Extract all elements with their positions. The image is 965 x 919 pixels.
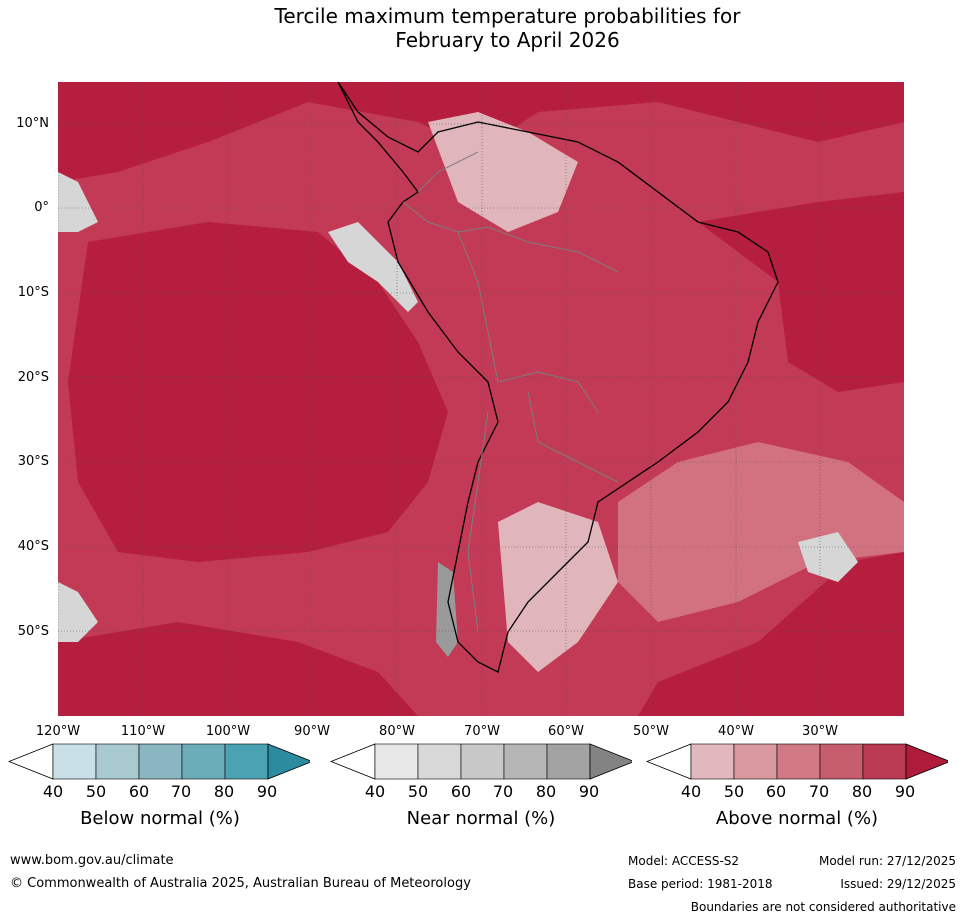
above-normal-tick: 60 <box>765 782 787 801</box>
lat-label-20s: 20°S <box>17 370 49 385</box>
lon-label-30w: 30°W <box>802 724 838 739</box>
below-normal-tick: 90 <box>256 782 278 801</box>
colorbar-segment <box>374 743 419 780</box>
issued-text: Issued: 29/12/2025 <box>840 877 956 891</box>
near-normal-tick: 80 <box>535 782 557 801</box>
near-normal-tierra <box>436 562 458 657</box>
colorbar-segment <box>690 743 735 780</box>
dark-zone-south <box>58 622 418 716</box>
below-normal-tick: 40 <box>42 782 64 801</box>
probability-map <box>58 82 904 716</box>
mid-zone-atlantic <box>618 442 904 622</box>
colorbar-segment <box>503 743 548 780</box>
above-normal-tick: 90 <box>894 782 916 801</box>
near-normal-west <box>58 172 98 232</box>
lat-label-40s: 40°S <box>17 539 49 554</box>
lon-label-60w: 60°W <box>548 724 584 739</box>
colorbar-segment <box>52 743 97 780</box>
disclaimer-text: Boundaries are not considered authoritat… <box>690 900 956 914</box>
below-normal-tick: 60 <box>128 782 150 801</box>
copyright-text: © Commonwealth of Australia 2025, Austra… <box>10 876 471 891</box>
above-normal-tick: 40 <box>680 782 702 801</box>
near-normal-tick: 50 <box>407 782 429 801</box>
title-line-2: February to April 2026 <box>395 28 620 52</box>
colorbar-extend-high <box>905 743 948 780</box>
light-zone-patagonia <box>498 502 618 672</box>
near-normal-tick: 60 <box>450 782 472 801</box>
colorbar-segment <box>546 743 591 780</box>
colorbar-below-normal <box>8 743 310 780</box>
dark-zone-atlantic <box>698 192 904 392</box>
colorbar-extend-high <box>267 743 310 780</box>
gridlines <box>58 82 904 716</box>
lat-label-10s: 10°S <box>17 285 49 300</box>
colorbar-segment <box>460 743 505 780</box>
near-normal-andes <box>328 222 418 312</box>
colorbar-segment <box>819 743 864 780</box>
colorbar-segment <box>95 743 140 780</box>
near-normal-tick: 70 <box>492 782 514 801</box>
below-normal-tick: 50 <box>85 782 107 801</box>
below-normal-tick: 70 <box>170 782 192 801</box>
light-zone-north <box>428 112 578 232</box>
model-run-text: Model run: 27/12/2025 <box>818 854 956 868</box>
colorbar-segment <box>733 743 778 780</box>
above-normal-tick: 50 <box>723 782 745 801</box>
colorbar-segment <box>138 743 183 780</box>
colorbar-near-normal-segments <box>330 743 632 780</box>
near-normal-southeast <box>798 532 858 582</box>
lon-label-120w: 120°W <box>35 724 81 739</box>
colorbar-above-normal <box>646 743 948 780</box>
below-normal-title: Below normal (%) <box>80 808 240 829</box>
colorbar-segment <box>862 743 907 780</box>
above-normal-title: Above normal (%) <box>715 808 879 829</box>
lat-label-50s: 50°S <box>17 624 49 639</box>
colorbar-segment <box>776 743 821 780</box>
colorbar-segment <box>417 743 462 780</box>
lat-label-10n: 10°N <box>16 116 49 131</box>
lon-label-70w: 70°W <box>464 724 500 739</box>
colorbar-extend-low <box>646 743 692 780</box>
south-america-coastline <box>337 82 779 673</box>
above-normal-tick: 70 <box>808 782 830 801</box>
colorbar-segment <box>224 743 269 780</box>
colorbar-extend-low <box>8 743 54 780</box>
lon-label-110w: 110°W <box>120 724 166 739</box>
dark-zone-pacific <box>68 222 448 562</box>
map-canvas <box>58 82 904 716</box>
lon-label-50w: 50°W <box>633 724 669 739</box>
website-link[interactable]: www.bom.gov.au/climate <box>10 853 174 868</box>
colorbar-near-normal <box>330 743 632 780</box>
map-title: Tercile maximum temperature probabilitie… <box>0 4 965 52</box>
near-normal-tick: 40 <box>364 782 386 801</box>
lat-label-30s: 30°S <box>17 454 49 469</box>
dark-zone-southeast <box>638 552 904 716</box>
near-normal-southwest <box>58 582 98 642</box>
near-normal-tick: 90 <box>578 782 600 801</box>
lon-label-80w: 80°W <box>379 724 415 739</box>
colorbar-extend-high <box>589 743 632 780</box>
colorbar-segment <box>181 743 226 780</box>
colorbar-below-normal-segments <box>8 743 310 780</box>
base-period-text: Base period: 1981-2018 <box>628 877 773 891</box>
lon-label-100w: 100°W <box>205 724 251 739</box>
above-normal-tick: 80 <box>851 782 873 801</box>
below-normal-tick: 80 <box>213 782 235 801</box>
lon-label-90w: 90°W <box>294 724 330 739</box>
lon-label-40w: 40°W <box>718 724 754 739</box>
near-normal-title: Near normal (%) <box>406 808 556 829</box>
colorbar-above-normal-segments <box>646 743 948 780</box>
lat-label-0: 0° <box>34 200 49 215</box>
colorbar-extend-low <box>330 743 376 780</box>
title-line-1: Tercile maximum temperature probabilitie… <box>274 4 741 28</box>
model-text: Model: ACCESS-S2 <box>628 854 740 868</box>
